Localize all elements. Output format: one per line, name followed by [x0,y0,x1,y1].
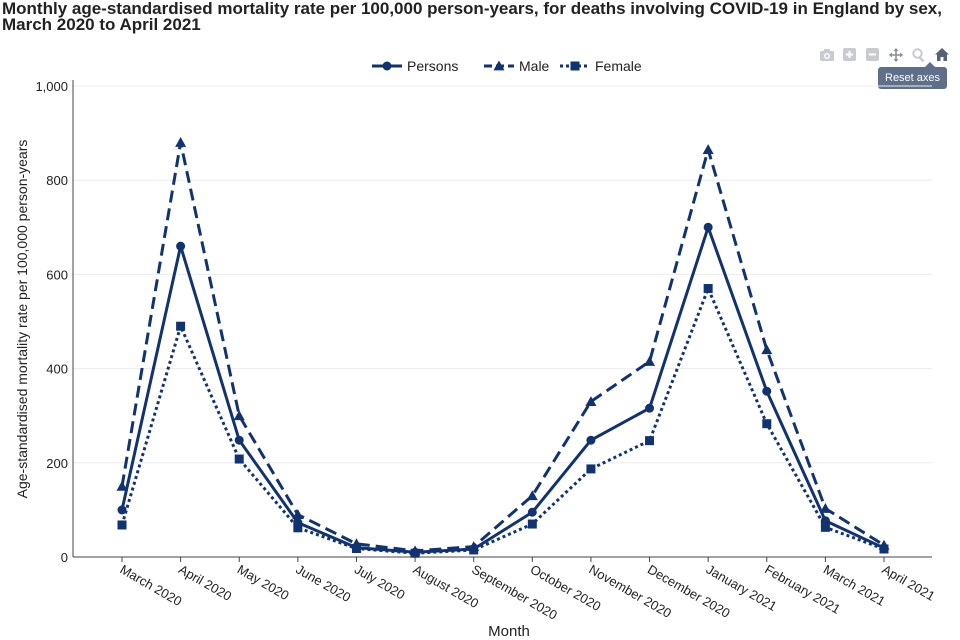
zoom-in-icon[interactable] [841,46,858,63]
x-tick-label: March 2020 [118,562,185,609]
pan-icon[interactable] [887,46,904,63]
point-male [233,410,245,421]
x-tick-label: June 2020 [293,562,353,605]
chart-modebar [818,46,950,63]
point-persons [645,403,655,413]
y-tick-label: 400 [46,362,68,377]
legend-item-persons[interactable]: Persons [372,58,458,74]
point-persons [586,435,596,445]
x-tick-label: April 2021 [880,562,938,604]
legend-item-female[interactable]: Female [560,58,642,74]
axes [72,80,932,562]
point-male [819,502,831,513]
y-tick-label: 200 [46,456,68,471]
point-female [762,419,772,429]
point-male [585,396,597,406]
point-male [175,137,187,147]
point-persons [234,435,244,445]
point-female [820,522,830,532]
chart-title: Monthly age-standardised mortality rate … [2,0,942,34]
point-male [116,480,128,491]
point-persons [176,241,186,251]
point-male [526,490,538,501]
home-icon[interactable] [933,46,950,63]
legend-label: Male [519,58,550,74]
y-tick-label: 600 [46,267,68,282]
legend-marker [382,61,392,71]
series-lines [120,141,885,555]
point-female [645,436,655,446]
point-female [879,544,889,554]
point-female [703,284,713,294]
series-line-male [120,141,885,553]
point-female [527,519,537,529]
autoscale-icon[interactable] [910,46,927,63]
reset-axes-tooltip: Reset axes [878,62,948,89]
point-female [176,321,186,331]
y-axis-title: Age-standardised mortality rate per 100,… [14,140,30,499]
point-female [234,454,244,464]
gridlines [73,85,932,464]
point-male [292,509,304,520]
point-female [586,464,596,474]
point-persons [527,507,537,517]
legend-label: Persons [407,58,458,74]
point-persons [703,222,713,232]
x-tick-label: July 2020 [352,562,408,603]
point-female [117,520,127,530]
point-female [293,523,303,533]
y-tick-label: 1,000 [35,79,68,94]
point-male [761,344,773,355]
x-tick-label: August 2020 [411,562,482,611]
x-tick-label: April 2020 [176,562,234,604]
legend-marker [493,60,505,71]
point-persons [762,386,772,396]
point-male [702,144,714,154]
series-markers [116,137,890,558]
point-female [351,544,361,554]
point-female [469,545,479,555]
point-female [410,548,420,558]
camera-icon[interactable] [818,46,835,63]
legend-label: Female [595,58,642,74]
y-tick-label: 0 [61,550,68,565]
legend[interactable]: Persons Male Female [372,58,642,74]
series-line-female [120,287,885,555]
point-male [644,356,656,366]
legend-item-male[interactable]: Male [484,58,550,74]
legend-marker [570,61,580,71]
point-persons [117,505,127,515]
x-axis-title: Month [488,623,530,640]
x-tick-label: May 2020 [235,562,292,604]
zoom-out-icon[interactable] [864,46,881,63]
series-line-persons [120,225,885,554]
y-tick-label: 800 [46,173,68,188]
y-tick-labels: 0 200 400 600 800 1,000 [35,79,68,565]
